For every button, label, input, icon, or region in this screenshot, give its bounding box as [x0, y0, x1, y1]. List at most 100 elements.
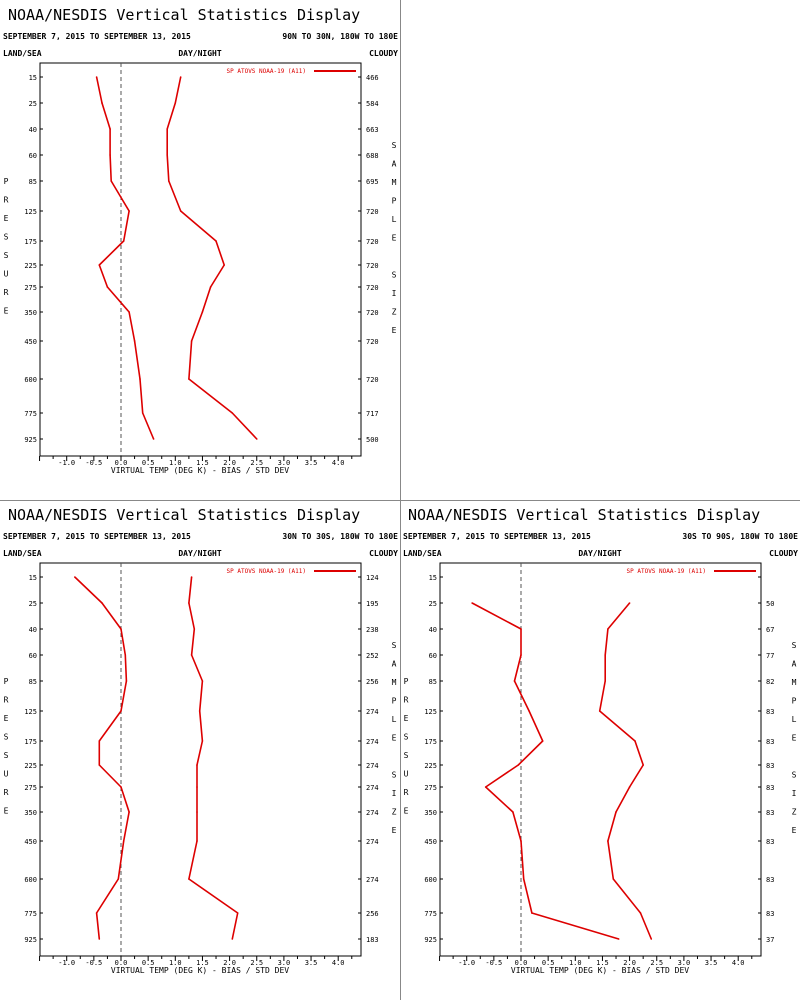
- sample-size-axis-letter: A: [792, 660, 797, 669]
- pressure-level-label: 125: [424, 708, 437, 716]
- bias-data-point: [128, 311, 130, 313]
- pressure-axis-letter: E: [4, 807, 9, 816]
- pressure-axis-letter: P: [4, 677, 9, 686]
- sample-size-label: 256: [366, 910, 379, 918]
- x-tick-label: 3.5: [305, 959, 318, 967]
- stddev-data-point: [188, 878, 190, 880]
- pressure-level-label: 175: [24, 238, 37, 246]
- sample-size-label: 83: [766, 708, 774, 716]
- x-tick-label: 0.0: [515, 959, 528, 967]
- bias-data-point: [117, 878, 120, 880]
- sample-size-axis-letter: S: [392, 771, 397, 780]
- bias-data-point: [98, 740, 101, 742]
- bias-data-point: [98, 938, 101, 940]
- stddev-data-point: [166, 154, 168, 156]
- stddev-data-point: [223, 264, 225, 266]
- bias-data-point: [520, 840, 522, 842]
- cloudy-label: CLOUDY: [369, 49, 398, 58]
- stddev-data-point: [196, 764, 198, 766]
- stddev-data-point: [215, 240, 217, 242]
- sample-size-axis-letter: S: [792, 641, 797, 650]
- pressure-level-label: 600: [24, 376, 37, 384]
- pressure-level-label: 350: [24, 309, 37, 317]
- stddev-data-point: [639, 912, 642, 914]
- stddev-data-point: [607, 840, 609, 842]
- statistics-panel-bottom-right: NOAA/NESDIS Vertical Statistics Display S…: [403, 506, 798, 975]
- bias-data-point: [120, 786, 122, 788]
- bias-data-point: [110, 180, 112, 182]
- panel-title: NOAA/NESDIS Vertical Statistics Display: [408, 506, 760, 524]
- stddev-series-line: [598, 602, 653, 940]
- stddev-data-point: [174, 102, 177, 104]
- pressure-level-label: 450: [24, 838, 37, 846]
- pressure-level-label: 775: [424, 910, 437, 918]
- sample-size-label: 50: [766, 600, 774, 608]
- sample-size-label: 183: [366, 936, 379, 944]
- bias-series-line: [95, 76, 155, 440]
- stddev-series-line: [166, 76, 258, 440]
- bias-data-point: [512, 811, 514, 813]
- pressure-level-label: 25: [429, 600, 437, 608]
- pressure-level-label: 275: [424, 784, 437, 792]
- stddev-data-point: [196, 840, 198, 842]
- sample-size-label: 67: [766, 626, 774, 634]
- stddev-data-point: [231, 938, 234, 940]
- sample-size-label: 500: [366, 436, 379, 444]
- stddev-data-point: [607, 628, 609, 630]
- pressure-level-label: 15: [29, 574, 37, 582]
- x-tick-label: -1.0: [458, 959, 475, 967]
- day-night-label: DAY/NIGHT: [178, 549, 222, 558]
- x-tick-label: 1.0: [569, 959, 582, 967]
- sample-size-label: 274: [366, 784, 379, 792]
- pressure-axis-letter: E: [4, 714, 9, 723]
- sample-size-axis-letter: Z: [792, 808, 797, 817]
- x-tick-label: -0.5: [85, 459, 102, 467]
- stddev-data-point: [209, 286, 212, 288]
- panel-divider-horizontal: [0, 500, 800, 501]
- sample-size-axis-letter: A: [392, 160, 397, 169]
- sample-size-label: 37: [766, 936, 774, 944]
- pressure-level-label: 60: [29, 652, 37, 660]
- bias-data-point: [528, 710, 530, 712]
- pressure-axis-letter: R: [404, 696, 409, 705]
- x-tick-label: -1.0: [58, 959, 75, 967]
- legend-label: SP ATOVS NOAA-19 (A11): [227, 68, 306, 75]
- x-axis-label: VIRTUAL TEMP (DEG K) - BIAS / STD DEV: [111, 966, 289, 975]
- pressure-axis-letter: E: [404, 807, 409, 816]
- sample-size-axis-letter: L: [792, 715, 797, 724]
- plot-frame: [439, 562, 762, 957]
- pressure-level-label: 350: [24, 809, 37, 817]
- x-tick-label: 3.0: [278, 959, 291, 967]
- stddev-data-point: [231, 412, 234, 414]
- stddev-data-point: [598, 710, 601, 712]
- stddev-data-point: [604, 680, 606, 682]
- sample-size-label: 83: [766, 838, 774, 846]
- pressure-level-label: 25: [29, 600, 37, 608]
- stddev-data-point: [190, 340, 193, 342]
- bias-data-point: [513, 680, 516, 682]
- stddev-data-point: [190, 654, 193, 656]
- stddev-data-point: [650, 938, 653, 940]
- sample-size-axis-letter: M: [392, 678, 397, 687]
- sample-size-axis-letter: S: [792, 771, 797, 780]
- pressure-axis-letter: S: [4, 733, 9, 742]
- bias-data-point: [520, 654, 522, 656]
- x-tick-label: -1.0: [58, 459, 75, 467]
- bias-data-point: [617, 938, 620, 940]
- date-range: SEPTEMBER 7, 2015 TO SEPTEMBER 13, 2015: [403, 532, 591, 541]
- sample-size-label: 82: [766, 678, 774, 686]
- stddev-data-point: [634, 740, 636, 742]
- pressure-level-label: 15: [29, 74, 37, 82]
- bias-data-point: [106, 286, 109, 288]
- pressure-level-label: 925: [24, 936, 37, 944]
- sample-size-axis-letter: M: [392, 178, 397, 187]
- panel-title: NOAA/NESDIS Vertical Statistics Display: [8, 6, 360, 24]
- x-axis-label: VIRTUAL TEMP (DEG K) - BIAS / STD DEV: [511, 966, 689, 975]
- plot-frame: [39, 62, 362, 457]
- x-tick-label: 0.5: [542, 959, 555, 967]
- sample-size-label: 274: [366, 876, 379, 884]
- stddev-data-point: [201, 740, 204, 742]
- x-tick-label: 0.5: [142, 959, 155, 967]
- sample-size-label: 688: [366, 152, 379, 160]
- stddev-data-point: [188, 602, 190, 604]
